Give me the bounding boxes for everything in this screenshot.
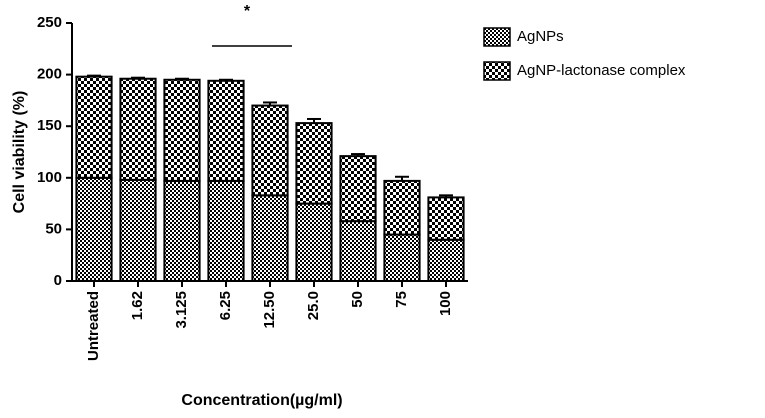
bar-segment — [427, 238, 465, 282]
legend-swatch — [483, 61, 511, 81]
legend-label: AgNP-lactonase complex — [517, 62, 686, 79]
bar-segment — [339, 155, 377, 223]
bar-segment — [295, 202, 333, 283]
annotation: * — [244, 3, 251, 20]
x-tick-label: 12.50 — [261, 291, 278, 329]
x-tick-label: 6.25 — [217, 291, 234, 320]
x-axis-title: Concentration(µg/ml) — [181, 392, 342, 409]
bar-segment — [163, 179, 201, 282]
y-tick-label: 50 — [45, 220, 62, 237]
bar-segment — [75, 176, 113, 282]
bar-segment — [207, 179, 245, 282]
bar-segment — [163, 78, 201, 182]
bar-segment — [75, 75, 113, 179]
y-tick-label: 200 — [37, 66, 62, 83]
y-tick-label: 100 — [37, 169, 62, 186]
bar-segment — [119, 178, 157, 282]
bar-segment — [383, 233, 421, 282]
x-tick-label: 25.0 — [305, 291, 322, 320]
bar-segment — [427, 196, 465, 241]
y-tick-label: 250 — [37, 14, 62, 31]
bar-segment — [339, 220, 377, 282]
bar-segment — [207, 79, 245, 182]
y-tick-label: 150 — [37, 117, 62, 134]
bar-segment — [119, 77, 157, 181]
bar-segment — [251, 104, 289, 197]
legend-swatch — [483, 27, 511, 47]
x-tick-label: Untreated — [85, 291, 102, 361]
legend-label: AgNPs — [517, 28, 564, 45]
bar-segment — [295, 122, 333, 205]
x-tick-label: 50 — [349, 291, 366, 308]
x-tick-label: 100 — [437, 291, 454, 316]
y-tick-label: 0 — [54, 272, 62, 289]
x-tick-label: 3.125 — [173, 291, 190, 329]
bar-segment — [251, 194, 289, 282]
bar-segment — [383, 179, 421, 236]
x-tick-label: 1.62 — [129, 291, 146, 320]
x-tick-label: 75 — [393, 291, 410, 308]
y-axis-title: Cell viability (%) — [11, 91, 28, 214]
